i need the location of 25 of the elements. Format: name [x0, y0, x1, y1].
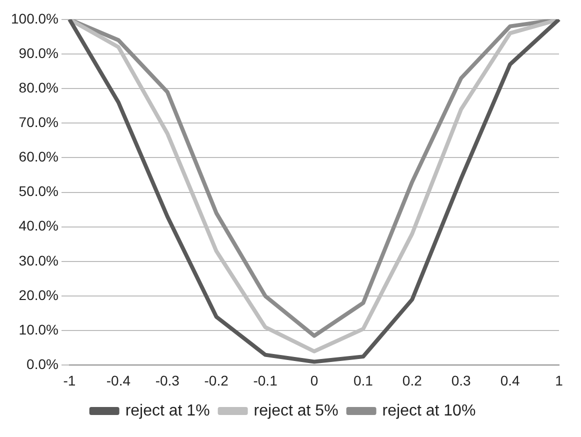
legend-label: reject at 5% [254, 402, 338, 420]
x-tick-label: 0.3 [451, 372, 472, 388]
y-tick-label: 100.0% [11, 10, 58, 26]
legend-label: reject at 1% [125, 402, 210, 420]
x-tick-label: 0 [310, 372, 318, 388]
x-tick-label: -0.2 [204, 372, 229, 388]
x-tick-label: -0.4 [106, 372, 131, 388]
y-tick-label: 60.0% [18, 148, 58, 165]
y-tick-label: 10.0% [18, 321, 58, 338]
y-tick-label: 30.0% [18, 252, 58, 268]
x-tick-label: 0.1 [353, 372, 374, 388]
y-tick-label: 70.0% [18, 114, 58, 130]
legend-label: reject at 10% [382, 402, 476, 420]
x-tick-label: 0.4 [500, 372, 520, 388]
y-tick-label: 90.0% [18, 44, 58, 61]
y-tick-label: 20.0% [18, 286, 58, 303]
x-tick-label: 1 [555, 372, 564, 388]
y-tick-label: 80.0% [18, 79, 58, 96]
y-tick-label: 50.0% [18, 183, 58, 200]
x-tick-label: -1 [63, 372, 76, 388]
x-tick-label: 0.2 [402, 372, 422, 388]
x-tick-label: -0.1 [253, 372, 278, 388]
y-tick-label: 40.0% [18, 218, 58, 234]
y-tick-label: 0.0% [26, 356, 58, 372]
x-tick-label: -0.3 [155, 372, 180, 388]
